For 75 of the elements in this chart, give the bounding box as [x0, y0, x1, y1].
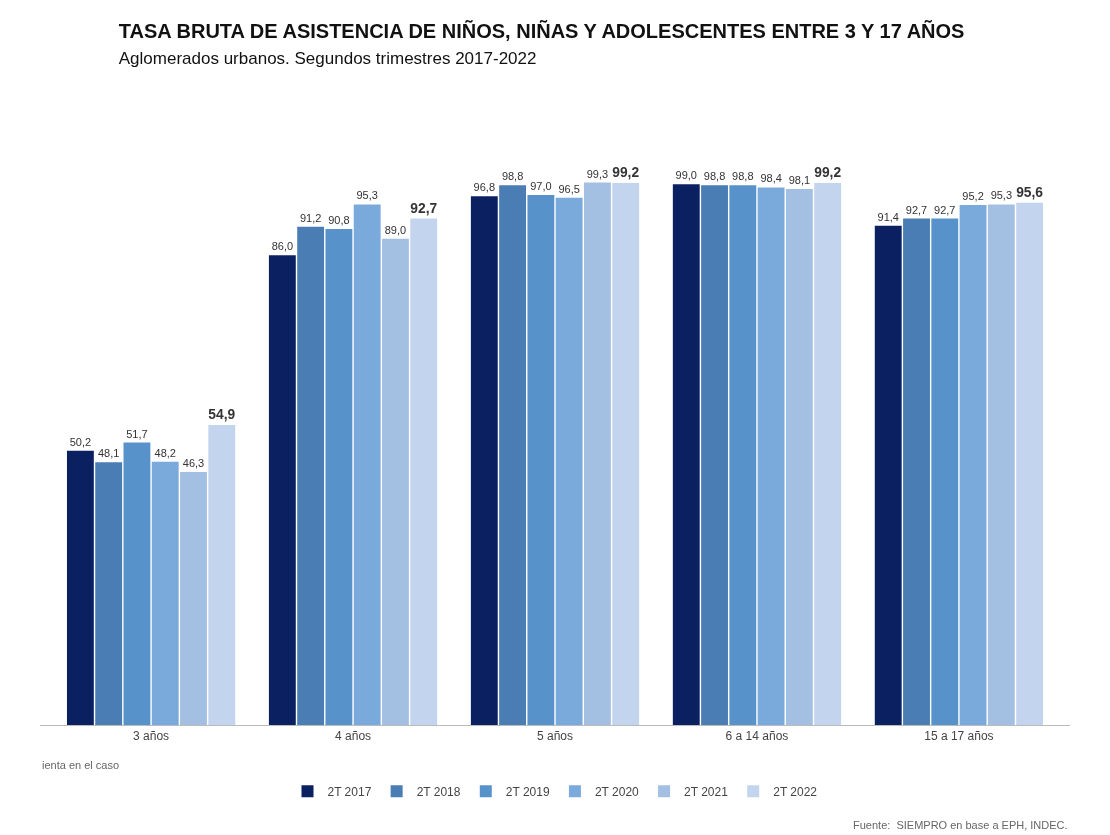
data-label: 98,4	[760, 172, 782, 185]
x-tick-label: 3 años	[133, 729, 170, 744]
data-label: 90,8	[328, 213, 350, 226]
bar	[701, 185, 728, 725]
data-label: 48,1	[97, 447, 120, 460]
bar	[874, 225, 902, 725]
bar	[814, 183, 842, 725]
data-label: 54,9	[208, 407, 236, 423]
bar	[382, 238, 409, 725]
bar	[785, 189, 813, 725]
data-label: 95,3	[990, 189, 1013, 202]
data-label: 95,2	[962, 189, 984, 202]
data-label: 91,2	[299, 211, 322, 224]
data-label: 48,2	[154, 446, 176, 459]
chart-subtitle: Aglomerados urbanos. Segundos trimestres 2017-2022	[118, 48, 537, 68]
data-label: 98,8	[732, 170, 754, 183]
source-note: Fuente: SIEMPRO en base a EPH, INDEC.	[853, 819, 1068, 831]
data-label: 95,3	[356, 189, 378, 202]
bar	[297, 226, 325, 725]
legend-label: 2T 2018	[416, 784, 461, 799]
data-label: 98,8	[501, 170, 524, 183]
bar	[612, 183, 640, 725]
x-tick-label: 4 años	[335, 729, 372, 744]
data-label: 92,7	[934, 203, 956, 216]
bar	[180, 472, 207, 725]
data-label: 99,3	[586, 167, 609, 180]
bar	[555, 197, 583, 725]
data-label: 99,2	[814, 165, 842, 181]
data-label: 51,7	[126, 427, 148, 440]
data-label: 50,2	[69, 435, 92, 448]
bar	[410, 218, 438, 725]
bar	[151, 461, 179, 725]
data-label: 46,3	[182, 457, 205, 470]
bar	[583, 182, 611, 725]
bar	[729, 185, 757, 725]
data-label: 96,5	[558, 182, 580, 195]
data-label: 99,2	[612, 165, 640, 181]
x-tick-label: 5 años	[536, 729, 574, 744]
text: ienta en el caso	[42, 759, 120, 771]
bar	[95, 462, 123, 725]
legend-label: 2T 2022	[773, 784, 818, 799]
bar	[123, 442, 151, 725]
bar	[527, 195, 555, 725]
data-label: 92,7	[905, 203, 928, 216]
bar	[208, 425, 236, 725]
bar	[987, 204, 1015, 725]
legend-label: 2T 2019	[505, 784, 550, 799]
data-label: 86,0	[271, 240, 294, 253]
bar	[66, 450, 94, 725]
bar	[757, 187, 785, 725]
x-tick-label: 6 a 14 años	[725, 729, 789, 744]
bar	[499, 185, 527, 725]
bar	[1016, 202, 1044, 725]
legend-label: 2T 2017	[327, 784, 372, 799]
data-label: 91,4	[877, 210, 899, 223]
data-label: 96,8	[473, 181, 496, 194]
bar	[268, 255, 296, 725]
data-label: 99,0	[675, 169, 697, 182]
x-tick-label: 15 a 17 años	[924, 729, 994, 744]
bar	[959, 204, 987, 725]
data-label: 92,7	[410, 200, 438, 216]
data-label: 95,6	[1016, 185, 1044, 200]
data-label: 98,8	[703, 170, 726, 183]
legend-label: 2T 2021	[684, 784, 729, 799]
bar	[325, 228, 353, 725]
bar	[353, 204, 381, 725]
bar	[470, 196, 498, 725]
bar	[903, 218, 930, 725]
data-label: 89,0	[384, 223, 407, 236]
data-label: 97,0	[530, 180, 552, 193]
bar	[672, 184, 700, 725]
chart-title: TASA BRUTA DE ASISTENCIA DE NIÑOS, NIÑAS Y ADOLESCENTES ENTRE 3 Y 17 AÑOS	[118, 19, 965, 42]
legend-label: 2T 2020	[594, 784, 640, 799]
bar	[931, 218, 959, 725]
data-label: 98,1	[788, 174, 811, 187]
